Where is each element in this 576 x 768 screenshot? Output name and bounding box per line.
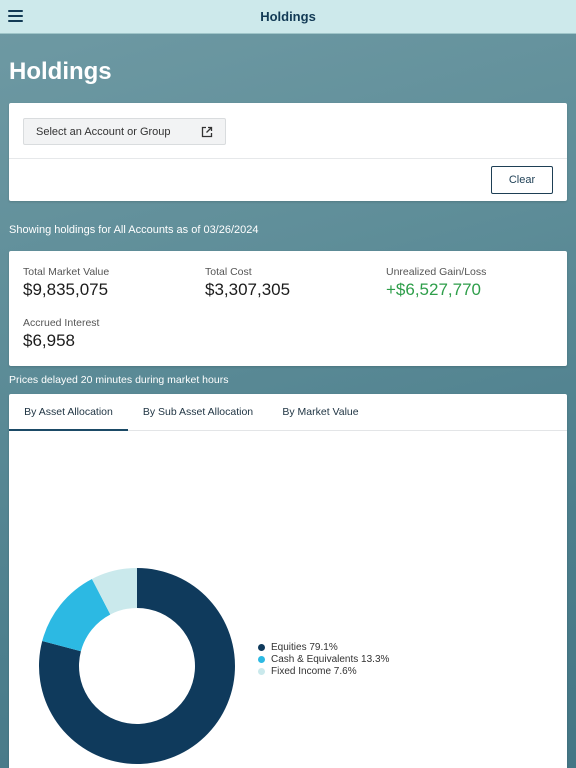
legend-equities-swatch xyxy=(258,643,265,651)
tab-by-asset-allocation[interactable]: By Asset Allocation xyxy=(9,394,128,431)
donut-slice-fixed-income[interactable] xyxy=(91,568,137,615)
asset-allocation-donut-chart xyxy=(38,568,235,764)
total-cost: Total Cost $3,307,305 xyxy=(205,266,290,300)
total-cost-label: Total Cost xyxy=(205,266,252,278)
legend-fixed-income-label: Fixed Income 7.6% xyxy=(271,665,357,677)
accrued-interest-amount: $6,958 xyxy=(23,331,75,350)
total-market-value: Total Market Value $9,835,075 xyxy=(23,266,109,300)
prices-delayed-note: Prices delayed 20 minutes during market … xyxy=(9,374,229,386)
allocation-tabs: By Asset Allocation By Sub Asset Allocat… xyxy=(9,394,567,431)
allocation-legend: Equities 79.1% Cash & Equivalents 13.3% … xyxy=(258,641,389,677)
allocation-chart-card: By Asset Allocation By Sub Asset Allocat… xyxy=(9,394,567,768)
tab-by-market-value[interactable]: By Market Value xyxy=(282,406,359,418)
total-market-value-amount: $9,835,075 xyxy=(23,280,109,299)
legend-item-fixed-income: Fixed Income 7.6% xyxy=(258,665,389,677)
legend-cash-label: Cash & Equivalents 13.3% xyxy=(271,653,390,665)
card-divider xyxy=(9,158,567,159)
donut-slice-equities[interactable] xyxy=(38,568,235,764)
showing-holdings-text: Showing holdings for All Accounts as of … xyxy=(9,224,259,236)
clear-button[interactable]: Clear xyxy=(491,166,553,194)
accrued-interest: Accrued Interest $6,958 xyxy=(23,317,99,351)
legend-item-cash: Cash & Equivalents 13.3% xyxy=(258,653,389,665)
select-account-label: Select an Account or Group xyxy=(36,126,171,138)
donut-slice-cash-equivalents[interactable] xyxy=(42,578,111,652)
accrued-interest-label: Accrued Interest xyxy=(23,317,100,329)
account-selector-card: Select an Account or Group Clear xyxy=(9,103,567,201)
legend-fixed-income-swatch xyxy=(258,667,265,675)
tab-by-sub-asset-allocation[interactable]: By Sub Asset Allocation xyxy=(142,406,254,418)
page-title: Holdings xyxy=(9,58,112,85)
topbar-title: Holdings xyxy=(260,9,316,24)
legend-cash-swatch xyxy=(258,655,265,663)
hamburger-menu-icon[interactable] xyxy=(8,8,24,24)
total-market-value-label: Total Market Value xyxy=(23,266,110,278)
unrealized-gain-loss: Unrealized Gain/Loss +$6,527,770 xyxy=(386,266,486,300)
select-account-button[interactable]: Select an Account or Group xyxy=(23,118,226,145)
legend-item-equities: Equities 79.1% xyxy=(258,641,389,653)
summary-card: Total Market Value $9,835,075 Total Cost… xyxy=(9,251,567,366)
unrealized-gain-loss-amount: +$6,527,770 xyxy=(386,280,482,299)
top-navigation-bar: Holdings xyxy=(0,0,576,34)
unrealized-gain-loss-label: Unrealized Gain/Loss xyxy=(386,266,487,278)
total-cost-amount: $3,307,305 xyxy=(205,280,291,299)
external-link-icon xyxy=(201,126,213,138)
legend-equities-label: Equities 79.1% xyxy=(271,641,338,653)
